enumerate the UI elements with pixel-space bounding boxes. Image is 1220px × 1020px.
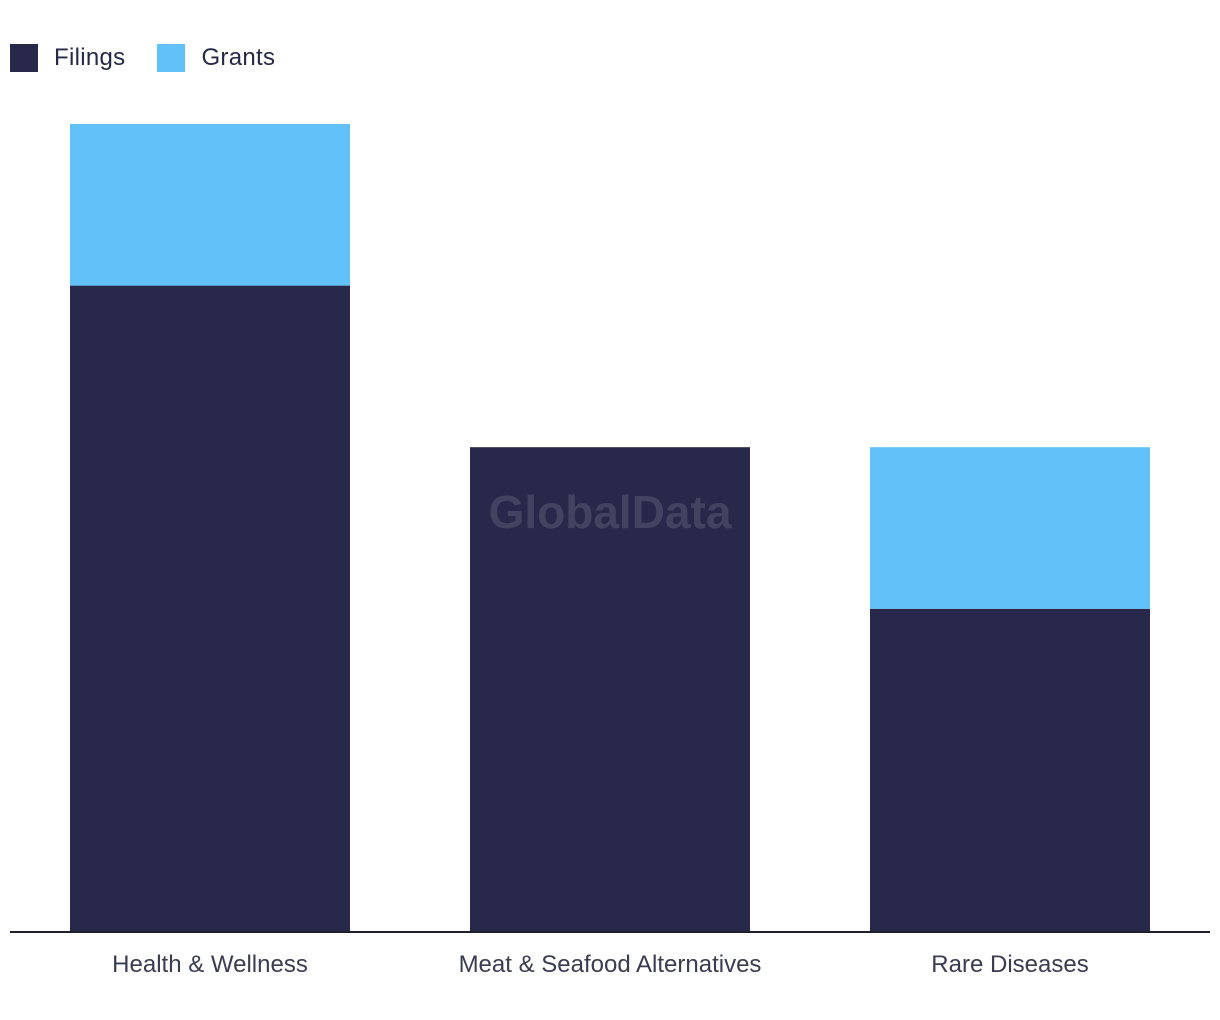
legend-swatch-filings (10, 44, 38, 72)
legend-swatch-grants (157, 44, 186, 72)
legend-label-grants: Grants (201, 44, 276, 71)
legend-item-filings: Filings (10, 44, 125, 72)
x-axis-labels: Health & Wellness Meat & Seafood Alternat… (112, 951, 1089, 978)
bar-filings-2 (870, 608, 1150, 932)
x-tick-label-0: Health & Wellness (112, 951, 308, 978)
legend-label-filings: Filings (54, 44, 126, 71)
legend-item-grants: Grants (157, 44, 275, 72)
bar-filings-1 (470, 447, 750, 932)
bar-grants-0 (70, 124, 350, 286)
bar-filings-0 (70, 285, 350, 933)
watermark: GlobalData (489, 486, 732, 538)
chart-legend: Filings Grants (10, 44, 307, 72)
bars-group (70, 124, 1150, 933)
x-tick-label-2: Rare Diseases (931, 951, 1088, 978)
x-tick-label-1: Meat & Seafood Alternatives (459, 951, 762, 978)
bar-grants-2 (870, 447, 1150, 609)
